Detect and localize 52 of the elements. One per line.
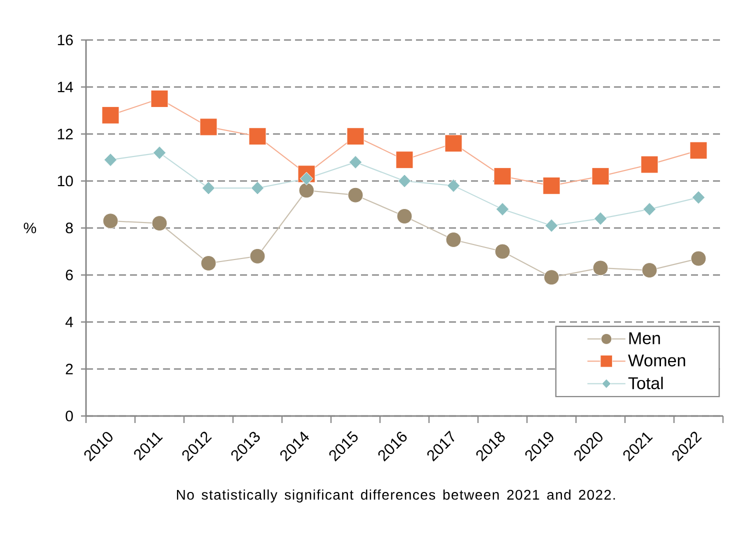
text: No statistically significant differences between 2021 and 2022. bbox=[176, 489, 615, 503]
legend-label: Total bbox=[628, 376, 663, 390]
point bbox=[642, 262, 658, 278]
point bbox=[396, 151, 414, 169]
point bbox=[396, 208, 412, 224]
point bbox=[444, 134, 462, 152]
point bbox=[594, 212, 608, 226]
point bbox=[152, 146, 166, 160]
point bbox=[248, 128, 266, 146]
point bbox=[544, 270, 560, 286]
point bbox=[446, 232, 462, 248]
point bbox=[544, 218, 558, 232]
point bbox=[102, 106, 120, 124]
y-tick-label: 8 bbox=[66, 222, 73, 234]
point bbox=[496, 202, 510, 216]
point bbox=[494, 244, 510, 260]
y-tick-label: 2 bbox=[66, 364, 73, 374]
point bbox=[690, 142, 708, 160]
legend-label: Women bbox=[628, 354, 686, 366]
point bbox=[346, 128, 364, 146]
point bbox=[348, 155, 362, 169]
point bbox=[690, 250, 706, 266]
y-tick-label: 0 bbox=[66, 410, 73, 422]
y-tick-label: 6 bbox=[66, 270, 73, 280]
y-tick-label: 14 bbox=[58, 82, 74, 92]
y-tick-label: 12 bbox=[58, 128, 73, 140]
point bbox=[250, 248, 266, 264]
legend-label: Men bbox=[629, 332, 660, 344]
point bbox=[152, 216, 168, 232]
point bbox=[250, 181, 264, 195]
point bbox=[692, 190, 706, 204]
y-tick-label: 16 bbox=[58, 34, 73, 46]
point bbox=[640, 156, 658, 174]
point bbox=[150, 90, 168, 108]
point bbox=[348, 187, 364, 203]
point bbox=[200, 118, 218, 136]
point bbox=[446, 178, 460, 192]
point bbox=[592, 168, 610, 186]
point bbox=[104, 153, 118, 167]
y-axis-title: % bbox=[24, 222, 36, 234]
point bbox=[300, 172, 314, 186]
point bbox=[642, 202, 656, 216]
y-tick-label: 4 bbox=[65, 316, 74, 328]
point bbox=[200, 255, 216, 271]
point bbox=[298, 182, 314, 198]
point bbox=[102, 213, 118, 229]
point bbox=[592, 260, 608, 276]
y-tick-label: 10 bbox=[58, 176, 73, 186]
point bbox=[398, 174, 412, 188]
point bbox=[494, 168, 512, 186]
point bbox=[542, 176, 560, 194]
point bbox=[202, 181, 216, 195]
